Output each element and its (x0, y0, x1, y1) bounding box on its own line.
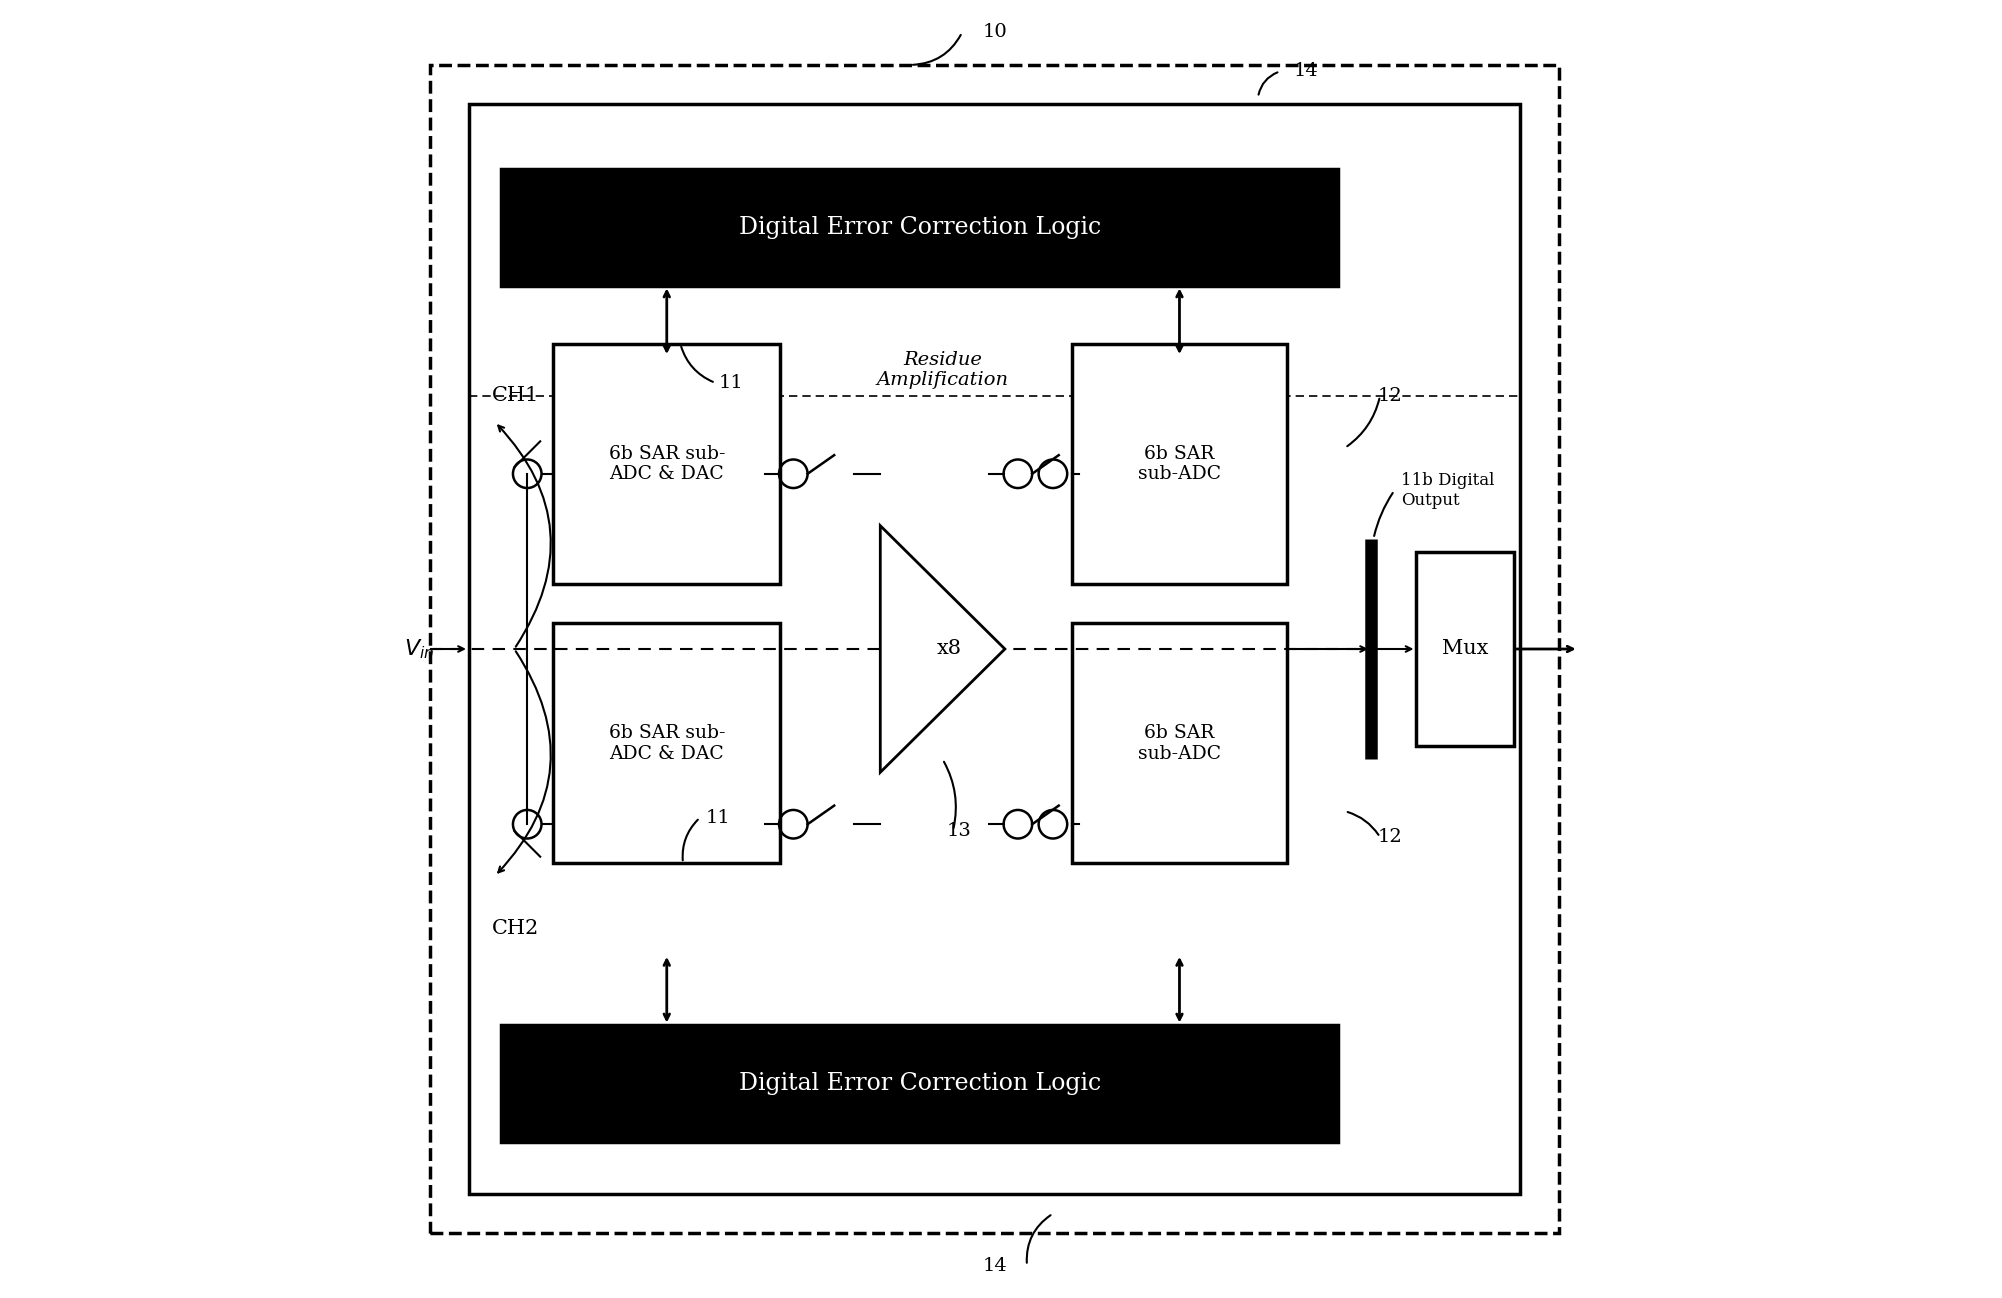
Text: $V_{in}$: $V_{in}$ (404, 637, 434, 661)
Text: x8: x8 (937, 640, 961, 658)
Text: Digital Error Correction Logic: Digital Error Correction Logic (739, 1072, 1101, 1096)
Text: 13: 13 (947, 822, 971, 840)
Text: 11: 11 (719, 374, 743, 392)
Bar (1073, 344, 1287, 584)
Text: 6b SAR
sub-ADC: 6b SAR sub-ADC (1137, 724, 1221, 762)
Text: 11: 11 (705, 809, 731, 827)
Text: 14: 14 (983, 1256, 1007, 1275)
Bar (500, 169, 1339, 286)
Text: 14: 14 (1293, 62, 1319, 80)
Text: 10: 10 (983, 23, 1007, 42)
Polygon shape (881, 526, 1005, 772)
Bar (1073, 623, 1287, 863)
Text: Residue
Amplification: Residue Amplification (877, 350, 1009, 389)
Bar (468, 104, 1520, 1194)
Text: CH1: CH1 (492, 387, 541, 405)
Bar (553, 344, 781, 584)
Text: 6b SAR sub-
ADC & DAC: 6b SAR sub- ADC & DAC (609, 445, 725, 483)
Text: 6b SAR
sub-ADC: 6b SAR sub-ADC (1137, 445, 1221, 483)
Bar (1415, 552, 1514, 746)
Text: 12: 12 (1377, 828, 1403, 846)
Text: 11b Digital
Output: 11b Digital Output (1401, 472, 1493, 509)
Bar (430, 65, 1560, 1233)
Text: Mux: Mux (1441, 640, 1487, 658)
Bar (500, 1025, 1339, 1142)
Text: Digital Error Correction Logic: Digital Error Correction Logic (739, 215, 1101, 239)
Bar (553, 623, 781, 863)
Text: 12: 12 (1377, 387, 1403, 405)
Text: 6b SAR sub-
ADC & DAC: 6b SAR sub- ADC & DAC (609, 724, 725, 762)
Text: CH2: CH2 (492, 919, 539, 937)
